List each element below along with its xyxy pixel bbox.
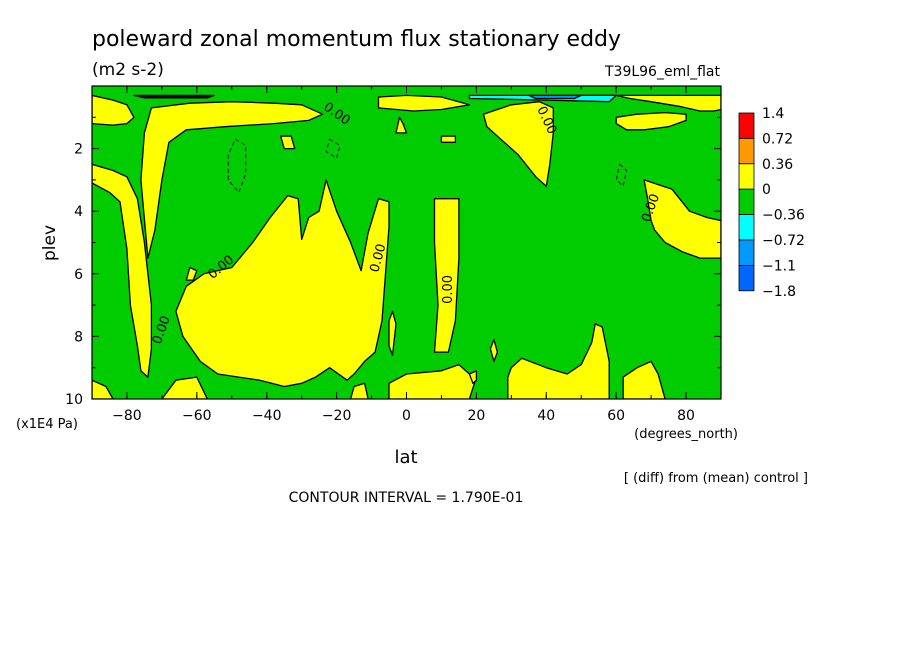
dashed-negative-contour-0 — [227, 138, 247, 194]
negative-region-24 — [528, 94, 582, 100]
positive-region-1 — [92, 94, 135, 126]
colorbar-level-label: −1.1 — [762, 258, 796, 274]
positive-region-15 — [622, 360, 666, 399]
colorbar-swatch-0 — [738, 112, 755, 139]
colorbar-swatch-3 — [738, 188, 755, 215]
x-tick-label: 40 — [537, 408, 555, 424]
colorbar-level-label: 1.4 — [762, 106, 784, 122]
y-tick-label: 6 — [74, 267, 83, 283]
colorbar-swatch-4 — [738, 214, 755, 241]
diff-note: [ (diff) from (mean) control ] — [624, 471, 808, 486]
positive-region-10 — [482, 101, 554, 187]
positive-region-18 — [440, 135, 457, 143]
positive-region-8 — [377, 94, 471, 112]
positive-region-14 — [643, 179, 721, 259]
plot-area: 0.000.000.000.000.000.000.00 — [91, 85, 722, 400]
y-tick-label: 2 — [74, 142, 83, 158]
colorbar-level-label: −0.72 — [762, 233, 805, 249]
positive-region-20 — [388, 310, 397, 356]
negative-region-25 — [133, 94, 215, 99]
colorbar-level-label: −0.36 — [762, 208, 805, 224]
positive-region-7 — [349, 382, 369, 399]
x-tick-label: 80 — [677, 408, 695, 424]
colorbar-swatch-1 — [738, 137, 755, 165]
colorbar-level-label: −1.8 — [762, 284, 796, 300]
colorbar-level-label: 0 — [762, 182, 771, 198]
positive-region-22 — [468, 370, 478, 384]
run-label: T39L96_eml_flat — [604, 64, 721, 80]
positive-region-9 — [433, 198, 460, 353]
colorbar-swatch-6 — [738, 264, 755, 292]
contour-label-4: 0.00 — [441, 275, 456, 304]
x-tick-labels: −80 −60 −40 −20 0 20 40 60 80 — [112, 86, 695, 424]
positive-region-4 — [175, 179, 390, 388]
positive-region-5 — [161, 376, 208, 399]
y-axis-units: (x1E4 Pa) — [16, 417, 78, 432]
x-tick-label: −20 — [322, 408, 352, 424]
x-tick-label: −60 — [182, 408, 212, 424]
x-tick-label: 0 — [402, 408, 411, 424]
positive-region-16 — [280, 135, 296, 150]
y-tick-label: 4 — [74, 204, 83, 220]
colorbar: 1.4 0.72 0.36 0 −0.36 −0.72 −1.1 −1.8 — [738, 106, 805, 300]
y-tick-label: 10 — [65, 392, 83, 408]
positive-region-3 — [140, 101, 324, 259]
positive-region-11 — [507, 323, 610, 399]
x-tick-label: 20 — [467, 408, 485, 424]
x-tick-label: −80 — [112, 408, 142, 424]
positive-region-0 — [92, 163, 153, 378]
positive-region-13 — [615, 111, 687, 131]
y-axis-label: plev — [40, 225, 60, 261]
chart-title: poleward zonal momentum flux stationary … — [92, 27, 621, 52]
colorbar-level-label: 0.36 — [762, 157, 793, 173]
positive-region-21 — [489, 338, 499, 363]
x-axis-units: (degrees_north) — [634, 427, 738, 442]
contour-label-3: 0.00 — [368, 242, 390, 274]
positive-region-19 — [185, 266, 198, 281]
y-tick-labels: 2 4 6 8 10 — [65, 116, 721, 408]
positive-region-17 — [395, 116, 408, 134]
x-tick-label: 60 — [607, 408, 625, 424]
x-tick-label: −40 — [252, 408, 282, 424]
y-tick-label: 8 — [74, 329, 83, 345]
contour-interval: CONTOUR INTERVAL = 1.790E-01 — [289, 490, 524, 506]
units-label: (m2 s-2) — [92, 60, 164, 80]
colorbar-swatch-5 — [738, 239, 755, 266]
positive-region-2 — [92, 379, 114, 399]
dashed-negative-contour-1 — [325, 138, 341, 159]
colorbar-swatch-2 — [738, 163, 755, 190]
colorbar-level-label: 0.72 — [762, 131, 793, 147]
x-axis-label: lat — [394, 447, 417, 468]
